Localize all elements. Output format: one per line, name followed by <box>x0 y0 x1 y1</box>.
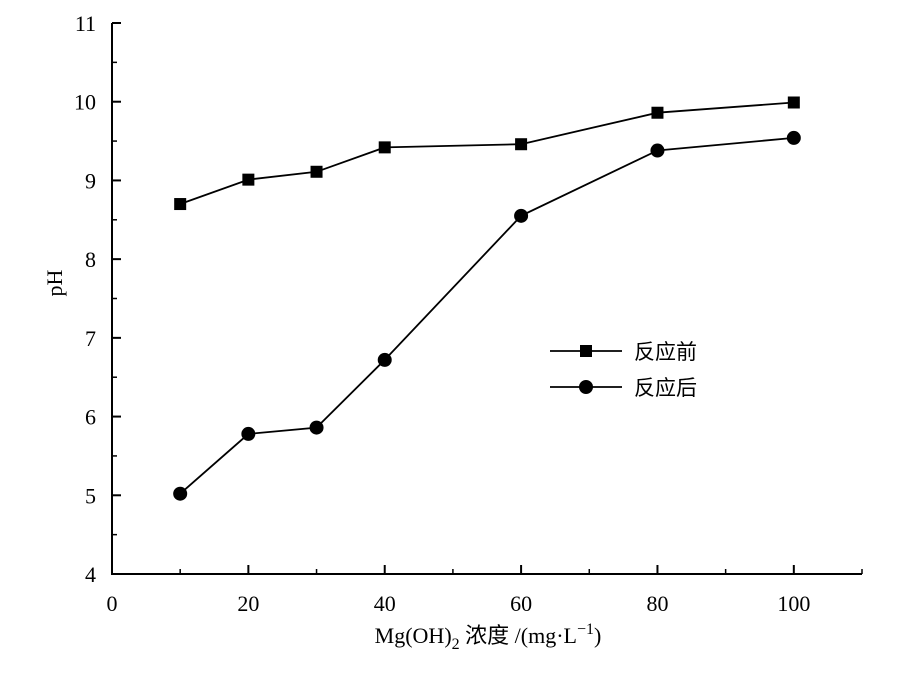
data-point-circle <box>309 420 324 435</box>
x-tick-label: 100 <box>777 591 810 616</box>
data-point-circle <box>173 486 188 501</box>
series-line-2 <box>179 137 794 495</box>
y-tick-label: 8 <box>85 247 96 272</box>
data-point-square <box>787 96 800 109</box>
x-axis-label-superscript: −1 <box>577 621 594 638</box>
data-point-square <box>515 138 528 151</box>
series-markers <box>173 96 801 501</box>
x-tick-label: 40 <box>374 591 396 616</box>
data-point-square <box>242 173 255 186</box>
legend-marker-square <box>580 345 592 357</box>
data-point-circle <box>514 208 529 223</box>
series-lines <box>179 101 794 495</box>
y-tick-label: 4 <box>85 562 96 587</box>
x-tick-label: 80 <box>646 591 668 616</box>
x-tick-label: 60 <box>510 591 532 616</box>
y-tick-label: 5 <box>85 483 96 508</box>
legend-label: 反应后 <box>634 376 697 400</box>
y-ticks: 4 5 6 7 8 9 10 11 <box>74 11 121 587</box>
x-axis-label-main: Mg(OH) <box>375 623 452 648</box>
legend-marker-circle <box>579 380 593 394</box>
data-point-circle <box>241 426 256 441</box>
data-point-square <box>378 141 391 154</box>
data-point-square <box>651 106 664 119</box>
x-ticks: 0 20 40 60 80 100 <box>107 565 863 616</box>
y-tick-label: 11 <box>75 11 96 36</box>
x-tick-label: 0 <box>107 591 118 616</box>
y-tick-label: 9 <box>85 168 96 193</box>
data-point-square <box>174 198 187 211</box>
data-point-circle <box>650 143 665 158</box>
x-axis-label-subscript: 2 <box>452 636 460 653</box>
x-tick-label: 20 <box>237 591 259 616</box>
data-point-square <box>310 165 323 178</box>
y-tick-label: 10 <box>74 90 96 115</box>
x-axis-label: Mg(OH)2 浓度 /(mg·L−1) <box>375 621 602 653</box>
y-tick-label: 6 <box>85 405 96 430</box>
y-tick-label: 7 <box>85 326 96 351</box>
data-point-circle <box>377 352 392 367</box>
legend-label: 反应前 <box>634 340 697 364</box>
y-axis-label: pH <box>42 269 67 296</box>
data-point-circle <box>786 130 801 145</box>
x-axis-label-rest: 浓度 /(mg·L <box>460 623 577 648</box>
x-axis-label-close: ) <box>594 623 601 648</box>
series-line-1 <box>179 101 794 205</box>
